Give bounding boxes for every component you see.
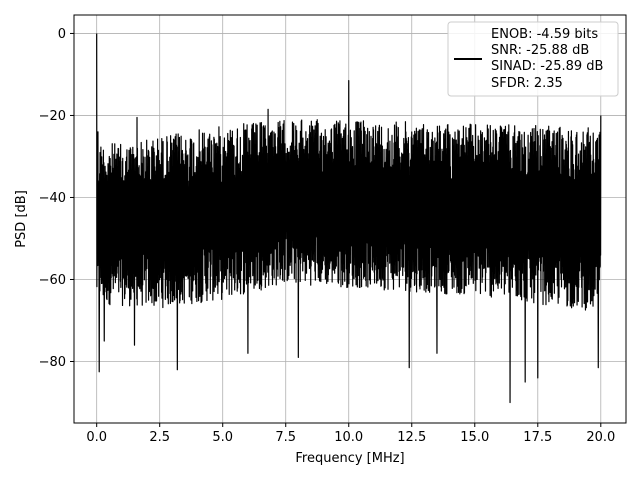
legend-line-sfdr: SFDR: 2.35	[491, 76, 563, 91]
y-tick-label: 0	[58, 27, 66, 42]
legend-box	[447, 21, 619, 97]
legend-line-sinad: SINAD: -25.89 dB	[491, 59, 603, 74]
x-tick-label: 17.5	[523, 430, 552, 445]
x-tick-label: 12.5	[397, 430, 426, 445]
x-tick-label: 5.0	[212, 430, 233, 445]
psd-trace	[96, 33, 602, 404]
y-axis: 0 −20 −40 −60 −80	[39, 27, 74, 370]
x-axis: 0.0 2.5 5.0 7.5 10.0 12.5 15.0 17.5 20.0	[86, 423, 615, 445]
x-axis-label: Frequency [MHz]	[295, 451, 404, 466]
plot-frame	[73, 14, 627, 424]
y-tick-label: −80	[39, 355, 66, 370]
legend: ENOB: -4.59 bits SNR: -25.88 dB SINAD: -…	[447, 21, 619, 97]
psd-series-line	[96, 33, 602, 404]
x-tick-label: 15.0	[460, 430, 489, 445]
x-tick-label: 0.0	[86, 430, 107, 445]
x-tick-label: 2.5	[149, 430, 170, 445]
y-tick-label: −20	[39, 109, 66, 124]
y-tick-label: −40	[39, 191, 66, 206]
y-tick-label: −60	[39, 273, 66, 288]
y-axis-label: PSD [dB]	[14, 190, 29, 248]
legend-line-snr: SNR: -25.88 dB	[491, 43, 589, 58]
legend-line-enob: ENOB: -4.59 bits	[491, 27, 598, 42]
x-tick-label: 10.0	[334, 430, 363, 445]
x-tick-label: 20.0	[586, 430, 615, 445]
x-tick-label: 7.5	[275, 430, 296, 445]
